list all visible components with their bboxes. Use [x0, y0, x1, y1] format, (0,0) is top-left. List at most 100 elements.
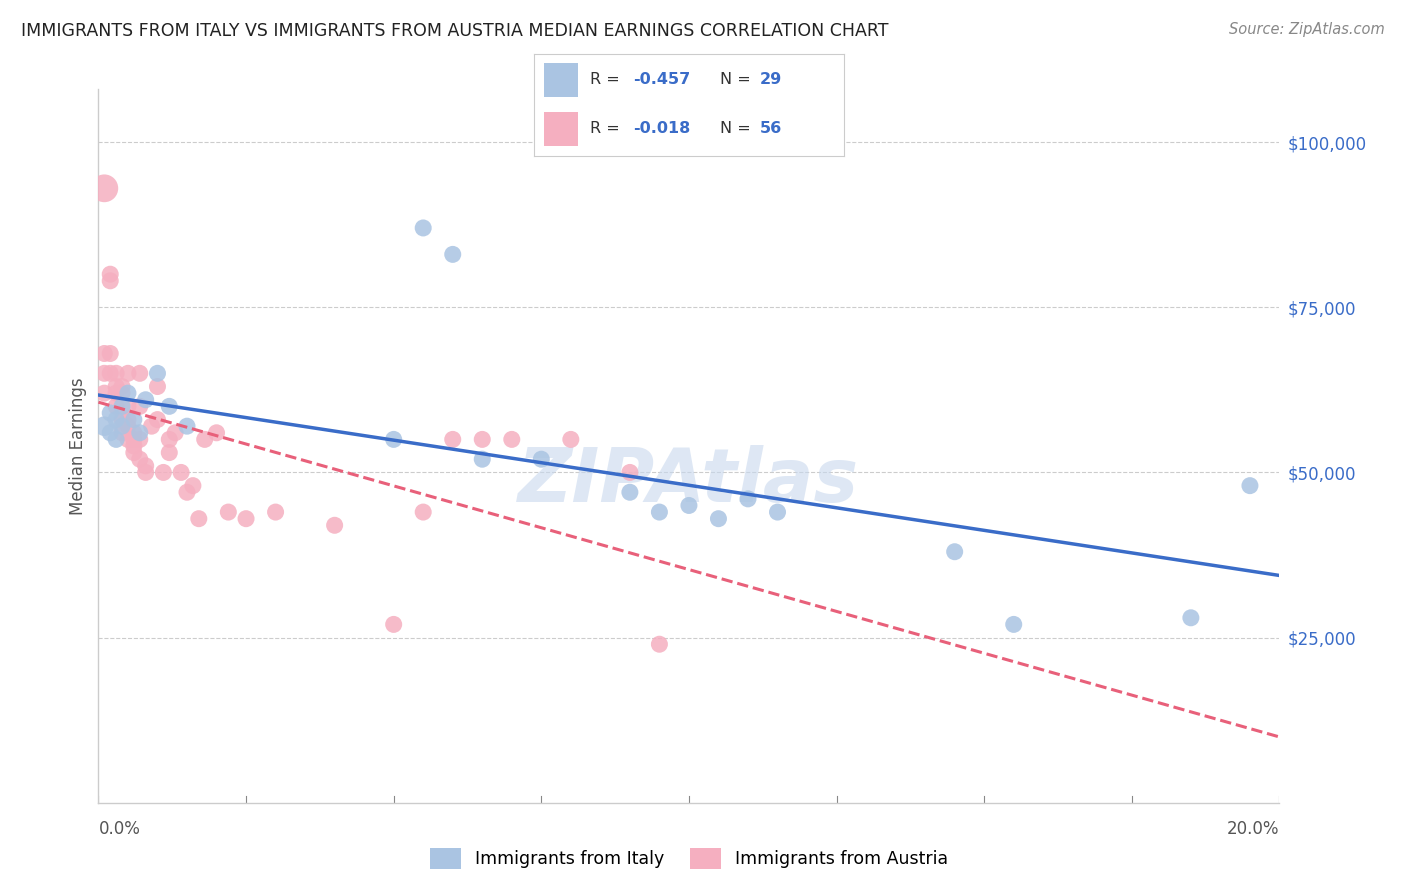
Text: R =: R =: [591, 121, 624, 136]
Point: [165, 425, 187, 440]
Point: [128, 452, 150, 467]
Legend: Immigrants from Italy, Immigrants from Austria: Immigrants from Italy, Immigrants from A…: [423, 841, 955, 876]
Text: 20.0%: 20.0%: [1227, 820, 1279, 838]
Point: [678, 499, 700, 513]
Point: [323, 518, 346, 533]
Point: [1180, 611, 1202, 625]
Point: [471, 433, 494, 447]
Point: [128, 367, 150, 381]
Point: [117, 419, 139, 434]
Point: [1239, 478, 1261, 492]
Text: ZIPAtlas: ZIPAtlas: [519, 445, 859, 518]
Text: 0.0%: 0.0%: [98, 820, 141, 838]
Point: [93, 181, 115, 195]
Point: [122, 439, 145, 453]
Point: [93, 386, 115, 401]
Text: -0.457: -0.457: [633, 71, 690, 87]
Point: [501, 433, 523, 447]
Point: [412, 221, 434, 235]
Text: R =: R =: [591, 71, 624, 87]
Point: [98, 346, 121, 360]
Y-axis label: Median Earnings: Median Earnings: [69, 377, 87, 515]
Point: [117, 400, 139, 414]
Point: [707, 511, 730, 525]
Point: [98, 267, 121, 281]
Point: [141, 419, 163, 434]
Point: [122, 425, 145, 440]
Point: [530, 452, 553, 467]
Point: [135, 458, 157, 473]
FancyBboxPatch shape: [544, 62, 578, 96]
Point: [111, 386, 134, 401]
Point: [98, 425, 121, 440]
Point: [117, 386, 139, 401]
Point: [943, 545, 966, 559]
Point: [560, 433, 582, 447]
Point: [128, 433, 150, 447]
Point: [619, 485, 641, 500]
Point: [105, 386, 128, 401]
Point: [122, 445, 145, 459]
Point: [648, 637, 671, 651]
Point: [217, 505, 239, 519]
Point: [441, 433, 464, 447]
Point: [98, 406, 121, 420]
Point: [117, 433, 139, 447]
Point: [111, 379, 134, 393]
Point: [648, 505, 671, 519]
Point: [117, 412, 139, 426]
Point: [1002, 617, 1025, 632]
Text: -0.018: -0.018: [633, 121, 690, 136]
Text: IMMIGRANTS FROM ITALY VS IMMIGRANTS FROM AUSTRIA MEDIAN EARNINGS CORRELATION CHA: IMMIGRANTS FROM ITALY VS IMMIGRANTS FROM…: [21, 22, 889, 40]
Point: [152, 466, 174, 480]
Point: [105, 379, 128, 393]
Point: [194, 433, 217, 447]
Text: N =: N =: [720, 71, 756, 87]
Point: [105, 412, 128, 426]
Point: [122, 433, 145, 447]
Point: [128, 425, 150, 440]
Point: [135, 466, 157, 480]
Point: [619, 466, 641, 480]
Point: [146, 379, 169, 393]
Point: [412, 505, 434, 519]
Point: [111, 419, 134, 434]
Point: [93, 419, 115, 434]
Point: [128, 400, 150, 414]
Point: [176, 485, 198, 500]
Point: [111, 412, 134, 426]
Point: [205, 425, 228, 440]
Text: 29: 29: [761, 71, 782, 87]
Point: [146, 412, 169, 426]
Point: [471, 452, 494, 467]
Point: [93, 346, 115, 360]
Point: [111, 425, 134, 440]
Point: [98, 274, 121, 288]
Point: [105, 400, 128, 414]
Point: [382, 433, 405, 447]
Point: [157, 433, 180, 447]
Point: [111, 400, 134, 414]
Text: 56: 56: [761, 121, 782, 136]
Point: [235, 511, 257, 525]
Point: [264, 505, 287, 519]
Point: [122, 412, 145, 426]
Point: [157, 445, 180, 459]
Point: [98, 367, 121, 381]
Point: [737, 491, 759, 506]
Point: [187, 511, 209, 525]
Point: [93, 367, 115, 381]
Point: [105, 367, 128, 381]
Point: [135, 392, 157, 407]
Point: [105, 433, 128, 447]
Text: Source: ZipAtlas.com: Source: ZipAtlas.com: [1229, 22, 1385, 37]
Point: [176, 419, 198, 434]
Point: [441, 247, 464, 261]
Point: [181, 478, 204, 492]
Point: [382, 617, 405, 632]
Point: [170, 466, 193, 480]
Point: [157, 400, 180, 414]
Point: [117, 367, 139, 381]
Text: N =: N =: [720, 121, 756, 136]
Point: [146, 367, 169, 381]
